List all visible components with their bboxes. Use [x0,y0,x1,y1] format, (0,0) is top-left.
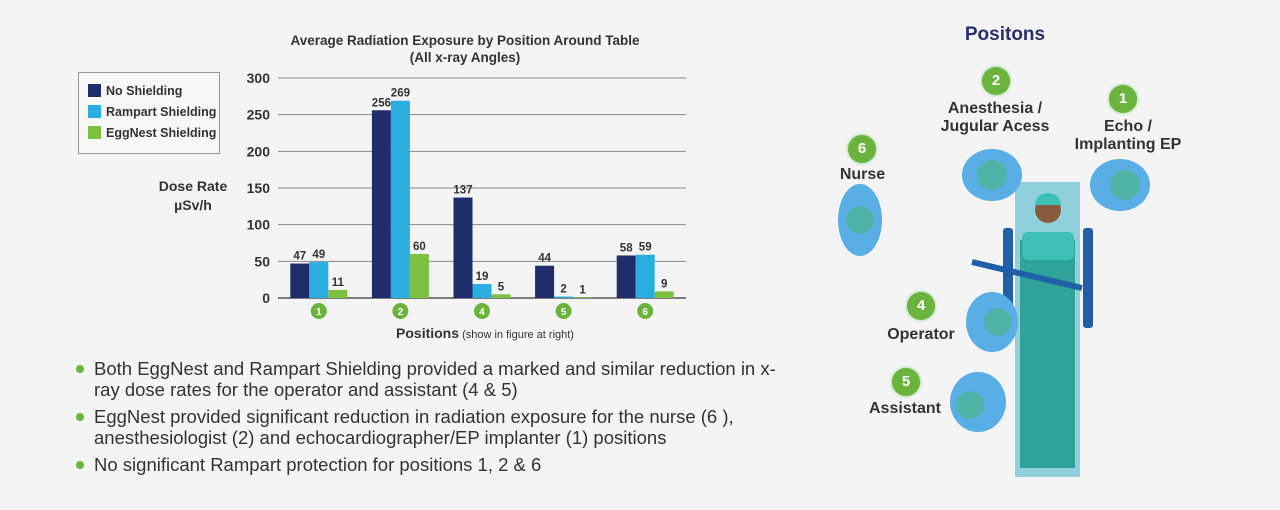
legend-label: Rampart Shielding [106,104,217,119]
position-label-2: Anesthesia / Jugular Acess [940,100,1050,135]
y-tick-label: 0 [262,290,270,306]
position-badge-5: 5 [892,368,920,396]
x-tick-badge [392,303,409,319]
bar [390,100,410,298]
x-tick-badge [637,303,654,319]
data-label: 137 [453,185,472,197]
legend-swatch [88,105,101,118]
y-tick-label: 100 [247,217,271,233]
bullet-dot-icon [76,365,84,373]
findings-list: Both EggNest and Rampart Shielding provi… [74,358,794,481]
chart-legend: No Shielding Rampart Shielding EggNest S… [78,72,220,154]
data-label: 9 [661,278,667,290]
x-tick-label: 1 [316,307,322,318]
staff-icons [838,149,1150,432]
data-label: 60 [413,241,426,253]
legend-label: No Shielding [106,83,183,98]
figure-title: Positons [964,24,1046,45]
bar [309,262,329,298]
data-label: 49 [312,249,325,261]
data-label: 59 [639,242,652,254]
bar-chart: Average Radiation Exposure by Position A… [159,33,686,341]
x-axis-note: (show in figure at right) [459,329,574,341]
legend-swatch [88,126,101,139]
bar [654,291,674,298]
chart-title: Average Radiation Exposure by Position A… [290,33,640,48]
y-tick-label: 50 [254,253,270,269]
position-label-5: Assistant [868,400,942,417]
bar [616,255,636,298]
legend-item: No Shielding [88,80,219,101]
bar [635,254,655,298]
bar [453,197,473,298]
y-tick-label: 250 [247,107,271,123]
legend-item: Rampart Shielding [88,101,219,122]
data-label: 58 [620,242,633,254]
position-label-6: Nurse [839,166,886,183]
position-label-4: Operator [887,326,955,343]
bar [573,297,593,298]
position-badge-4: 4 [907,292,935,320]
data-label: 5 [498,281,505,293]
data-label: 1 [579,284,586,296]
bar [290,263,310,298]
bar [472,284,492,298]
bullet-text: Both EggNest and Rampart Shielding provi… [94,358,776,400]
legend-label: EggNest Shielding [106,125,217,140]
data-label: 44 [538,253,551,265]
x-tick-badge [555,303,572,319]
x-tick-badge [310,303,327,319]
position-badge-2: 2 [982,67,1010,95]
x-tick-label: 5 [561,307,567,318]
data-label: 11 [332,277,345,289]
x-tick-badge [474,303,490,319]
legend-swatch [88,84,101,97]
bullet-dot-icon [76,413,84,421]
data-label: 256 [372,97,391,109]
y-tick-label: 200 [247,143,271,159]
bar [371,110,391,299]
data-label: 19 [476,271,489,283]
y-axis-label: Dose Rate [159,178,228,194]
chart-subtitle: (All x-ray Angles) [410,50,521,65]
x-tick-label: 2 [398,307,404,318]
position-label-1: Echo / Implanting EP [1074,118,1182,153]
bar [535,265,555,298]
position-badge-6: 6 [848,135,876,163]
y-axis-unit: µSv/h [174,197,212,213]
bullet-item: Both EggNest and Rampart Shielding provi… [74,358,794,400]
data-label: 47 [293,251,306,263]
table-illustration [838,149,1150,477]
bullet-item: EggNest provided significant reduction i… [74,406,794,448]
bar [409,254,429,298]
bullet-text: No significant Rampart protection for po… [94,454,542,475]
x-axis-label: Positions (show in figure at right) [396,325,574,341]
position-badge-1: 1 [1109,85,1137,113]
bullet-item: No significant Rampart protection for po… [74,454,794,475]
bar [491,294,511,298]
x-tick-label: 4 [479,307,485,318]
bullet-dot-icon [76,461,84,469]
y-tick-label: 300 [247,70,271,86]
data-label: 2 [560,284,566,296]
bullet-text: EggNest provided significant reduction i… [94,406,734,448]
bar [328,289,348,298]
legend-item: EggNest Shielding [88,122,219,143]
bar [554,296,574,298]
x-tick-label: 6 [642,307,648,318]
y-tick-label: 150 [247,180,271,196]
data-label: 269 [391,88,410,100]
